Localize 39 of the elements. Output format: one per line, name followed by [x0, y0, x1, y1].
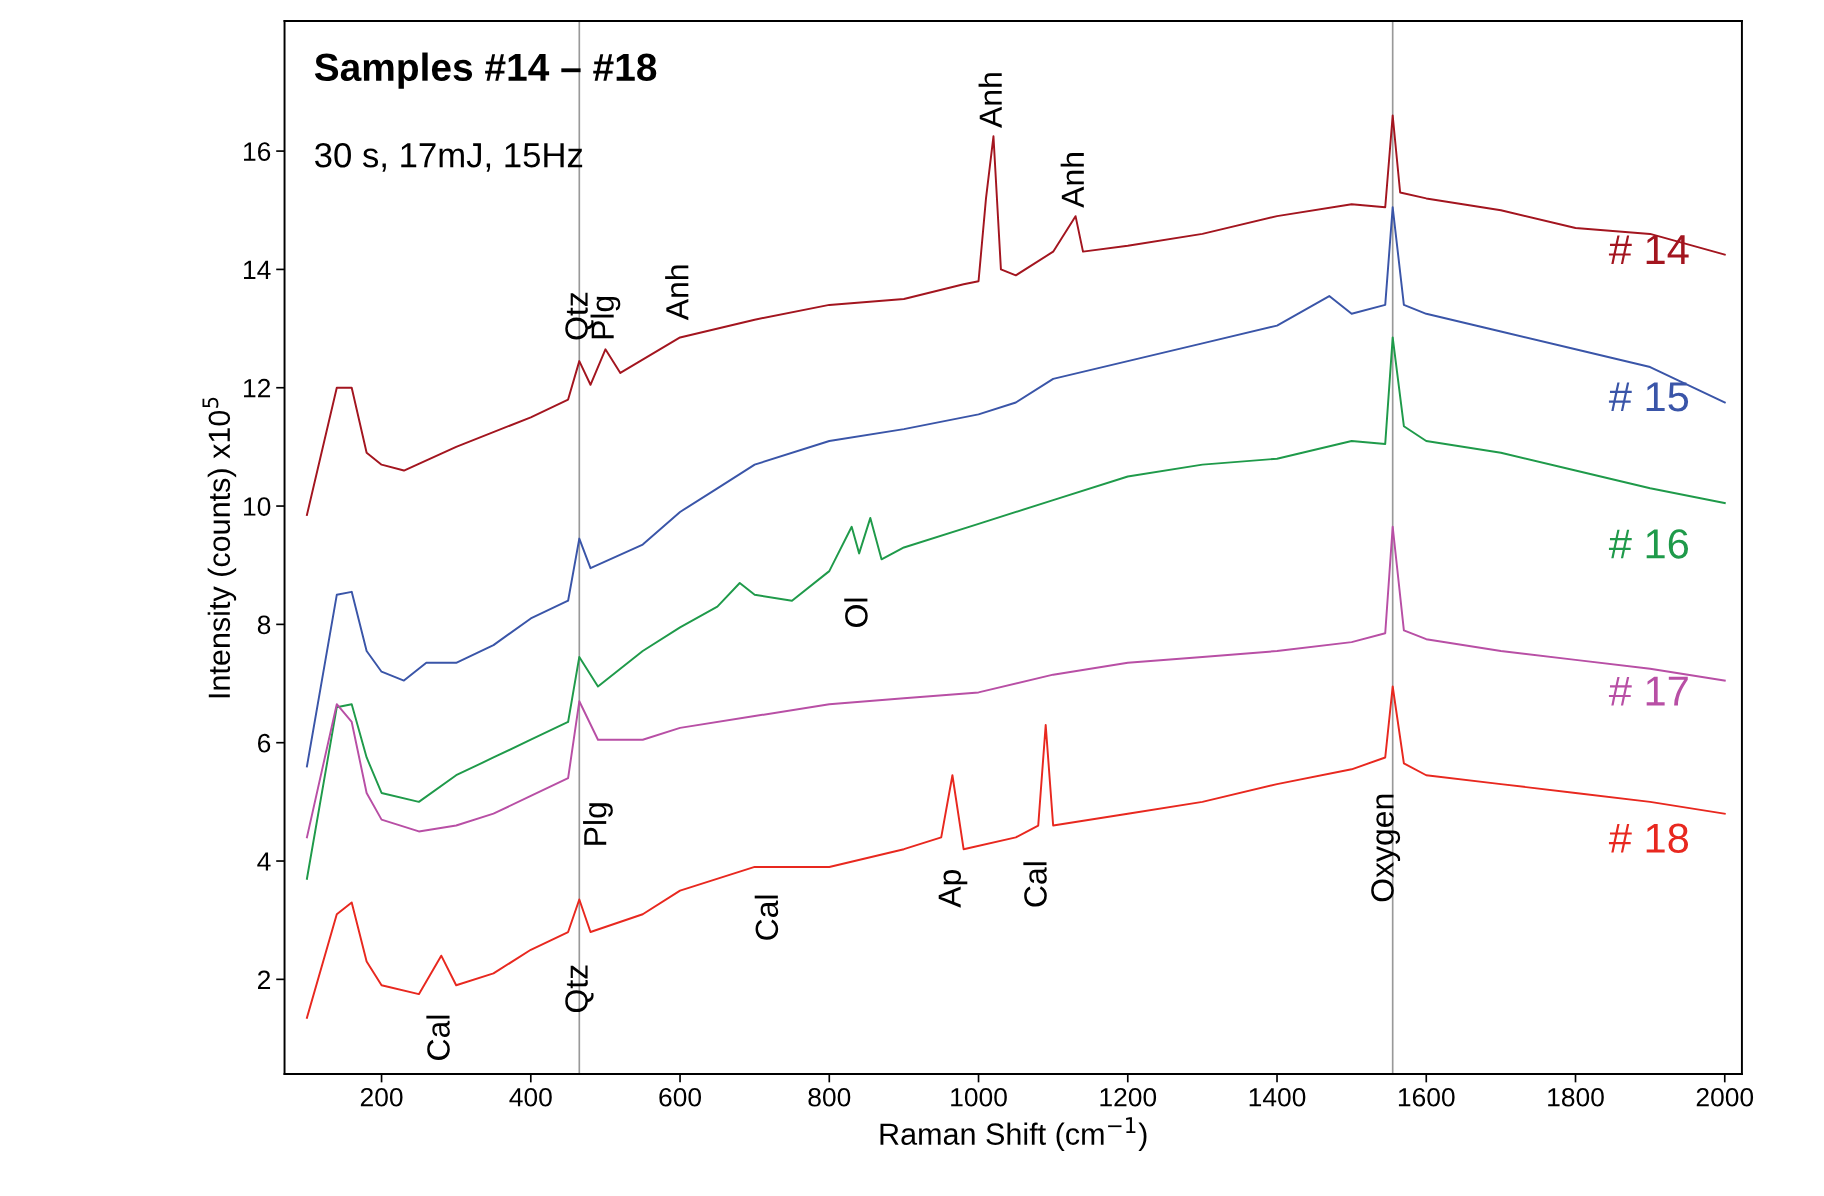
annotation: Anh	[665, 265, 689, 321]
x-tick-label: 2000	[1696, 1087, 1754, 1107]
text: 30 s, 17mJ, 15Hz	[315, 142, 583, 172]
annotation: Anh	[978, 73, 1002, 128]
series-label: # 14	[1608, 235, 1689, 264]
x-tick-label: 1400	[1249, 1087, 1306, 1107]
annotation: Oxygen	[1371, 794, 1401, 902]
annotation: Cal	[754, 895, 779, 940]
text: Samples #14 – #18	[314, 52, 657, 89]
x-tick-label: 1600	[1398, 1087, 1455, 1107]
x-axis-title: Raman Shift (cm$^{−1}$)	[880, 1117, 1147, 1151]
series-label: # 18	[1608, 823, 1689, 853]
annotation: Cal	[426, 1015, 450, 1060]
annotation: Anh	[1060, 153, 1084, 208]
line-series	[305, 206, 1726, 768]
annotation: Cal	[1023, 862, 1047, 907]
y-tick-label: 4	[257, 852, 271, 871]
y-tick-label: 2	[258, 970, 271, 989]
annotation: Ap	[938, 869, 968, 908]
x-tick-label: 1200	[1100, 1087, 1157, 1107]
x-tick-label: 1800	[1548, 1087, 1604, 1107]
y-tick-label: 8	[257, 615, 271, 635]
series-label: # 15	[1608, 382, 1689, 412]
x-tick-label: 800	[808, 1087, 851, 1107]
x-tick-label: 400	[509, 1087, 552, 1107]
y-tick-label: 6	[258, 733, 271, 753]
y-axis-title: Intensity (counts) x10$^{5}$	[202, 397, 237, 698]
y-tick-label: 12	[244, 378, 271, 398]
y-tick-label: 10	[244, 497, 271, 516]
series-label: # 17	[1608, 676, 1688, 706]
y-tick-label: 14	[244, 260, 271, 279]
annotation: Qtz	[565, 965, 594, 1013]
annotation: Plg	[583, 803, 613, 845]
annotation: Ol	[844, 598, 868, 627]
x-tick-label: 200	[360, 1087, 403, 1107]
x-tick-label: 600	[659, 1087, 702, 1107]
x-tick-label: 1000	[951, 1087, 1007, 1107]
series-label: # 16	[1608, 529, 1689, 559]
y-tick-label: 16	[244, 142, 271, 161]
